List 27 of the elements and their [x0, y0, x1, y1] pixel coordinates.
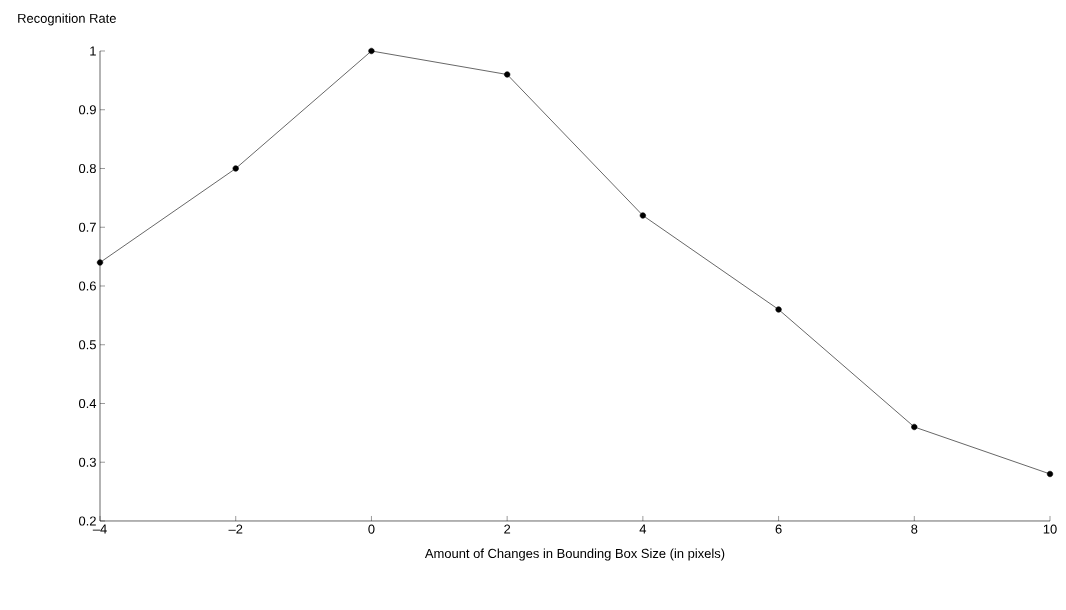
y-tick-label: 0.6 [78, 281, 96, 291]
point [639, 212, 646, 219]
point [368, 47, 375, 55]
x-axis-title: Amount of Changes in Bounding Box Size (in pixels) [424, 548, 725, 561]
x-tick-label: 4 [639, 524, 647, 534]
x-tick-label: 0 [368, 524, 375, 534]
point [96, 259, 104, 266]
point [775, 306, 782, 313]
x-tick-label: 10 [1043, 524, 1057, 534]
y-tick-label: 0.2 [78, 516, 96, 526]
y-tick-label: 0.7 [78, 222, 96, 232]
y-tick-label: 0.9 [78, 105, 96, 115]
x-tick-label: 8 [911, 524, 918, 534]
x-tick-label: 6 [775, 524, 782, 534]
y-tick-label: 1 [90, 46, 96, 56]
y-tick-label: 0.4 [78, 398, 97, 409]
point [232, 165, 239, 172]
y-tick-label: 0.3 [78, 457, 96, 467]
y-tick-label: 0.8 [78, 163, 96, 174]
point [504, 71, 511, 78]
y-axis-title: Recognition Rate [18, 13, 116, 26]
point [911, 423, 918, 431]
x-tick-label: –2 [228, 524, 243, 534]
x-tick-label: 2 [504, 524, 511, 534]
y-tick-label: 0.5 [78, 340, 96, 350]
point [1046, 470, 1054, 478]
x-tick-label: –4 [92, 524, 107, 534]
